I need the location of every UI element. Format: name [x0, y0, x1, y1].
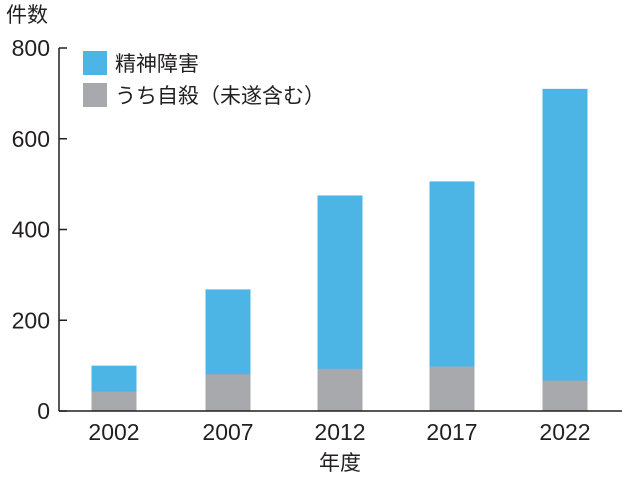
bar-suicide-2022 — [542, 380, 588, 411]
axes-group: 0 200 400 600 800 2002 2007 2012 2017 2022 — [12, 35, 622, 445]
y-tick-label-600: 600 — [12, 126, 50, 152]
x-tick-label-2022: 2022 — [539, 419, 590, 445]
bar-suicide-2007 — [205, 374, 251, 411]
legend-swatch-mental-disorder — [83, 51, 107, 75]
bar-suicide-2012 — [317, 368, 363, 411]
bar-suicide-2017 — [429, 366, 475, 411]
x-tick-label-2007: 2007 — [202, 419, 253, 445]
y-tick-label-200: 200 — [12, 307, 50, 333]
y-axis-title: 件数 — [6, 3, 48, 27]
y-tick-label-800: 800 — [12, 35, 50, 61]
bar-suicide-2002 — [91, 391, 137, 411]
bar-mental-disorder-2022 — [542, 88, 588, 412]
x-tick-label-2002: 2002 — [88, 419, 139, 445]
x-axis-title: 年度 — [319, 451, 361, 475]
legend: 精神障害 うち自殺（未遂含む） — [83, 51, 325, 108]
y-tick-label-400: 400 — [12, 217, 50, 243]
legend-label-suicide: うち自殺（未遂含む） — [115, 84, 325, 108]
y-tick-label-0: 0 — [37, 398, 50, 424]
x-tick-label-2012: 2012 — [314, 419, 365, 445]
x-tick-label-2017: 2017 — [426, 419, 477, 445]
bars-group — [91, 88, 588, 412]
legend-swatch-suicide — [83, 83, 107, 107]
legend-label-mental-disorder: 精神障害 — [115, 52, 199, 76]
